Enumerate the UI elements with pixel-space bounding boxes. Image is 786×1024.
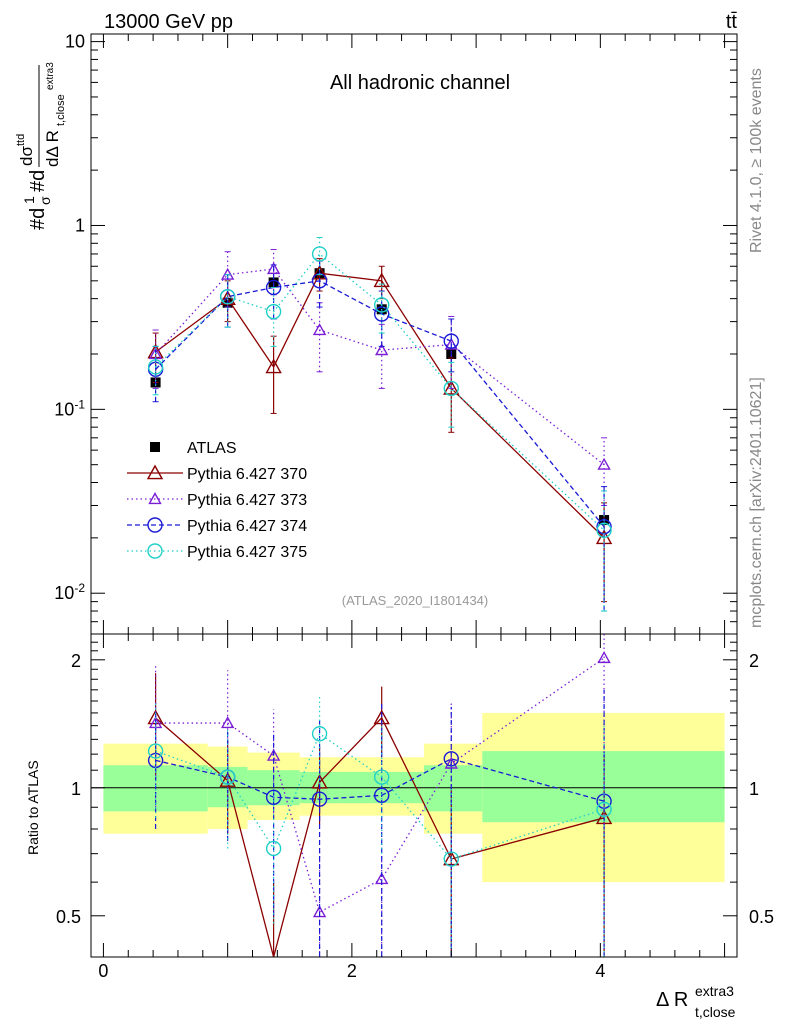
main-data-point [443, 333, 459, 349]
x-tick-label: 2 [347, 961, 357, 981]
x-tick-label: 0 [98, 961, 108, 981]
ratio-data-point [219, 769, 236, 785]
svg-text:σ: σ [37, 196, 53, 205]
ratio-band-green [482, 751, 725, 823]
legend-label: ATLAS [187, 440, 237, 457]
svg-text:t,close: t,close [695, 1004, 736, 1020]
legend-marker [147, 543, 163, 559]
ratio-data-point [219, 772, 236, 787]
main-series-line [155, 280, 605, 528]
ratio-plot-frame [90, 633, 738, 958]
main-data-point [443, 379, 460, 395]
svg-text:extra3: extra3 [695, 983, 734, 999]
ratio-data-point [311, 726, 328, 742]
analysis-tag: (ATLAS_2020_I1801434) [342, 593, 488, 608]
main-data-point [443, 380, 459, 397]
ratio-y-tick-label-left: 1 [71, 779, 81, 799]
legend: ATLAS Pythia 6.427 370 Pythia 6.427 373 Pyt… [127, 440, 307, 561]
legend-label: Pythia 6.427 374 [187, 518, 307, 535]
ratio-data-point [311, 791, 328, 807]
ratio-y-tick-label-left: 0.5 [56, 907, 81, 927]
svg-text:dσ: dσ [17, 146, 36, 166]
ratio-y-tick-label-right: 2 [749, 651, 759, 671]
main-data-point [374, 297, 390, 313]
ratio-y-tick-label-right: 1 [749, 779, 759, 799]
main-y-tick-label: 10-2 [54, 581, 85, 603]
svg-text:#d: #d [27, 170, 49, 192]
legend-marker [147, 517, 163, 533]
series-pythia-6-427-375 [147, 237, 612, 957]
ratio-band-green [423, 765, 483, 812]
main-y-tick-label: 10-1 [54, 397, 85, 419]
ratio-y-tick-label-left: 2 [71, 651, 81, 671]
ratio-data-point [374, 769, 390, 785]
main-data-point [265, 358, 282, 374]
main-data-point [596, 522, 612, 538]
legend-marker [150, 442, 160, 452]
svg-text:extra3: extra3 [45, 62, 56, 90]
x-axis-label: Δ R extra3 t,close [656, 983, 736, 1020]
x-tick-label: 4 [595, 961, 605, 981]
ratio-data-point [443, 851, 459, 867]
main-data-point [312, 323, 327, 336]
main-ylabel: #d 1 σ #d dσ ttd dΔ R t,close extra3 [15, 62, 67, 230]
main-data-point [265, 279, 282, 296]
ratio-series-line [155, 732, 605, 860]
ratio-series [147, 694, 612, 957]
legend-label: Pythia 6.427 370 [187, 466, 307, 483]
ratio-data-point [220, 716, 235, 729]
ratio-data-point [597, 651, 611, 664]
main-data-point [219, 288, 236, 305]
main-data-point [147, 359, 164, 375]
main-y-tick-label: 10 [65, 32, 85, 52]
ratio-data-point [265, 840, 282, 857]
main-data-point [597, 457, 611, 470]
main-data-point [266, 262, 281, 275]
main-data-point [375, 343, 389, 356]
svg-text:1: 1 [21, 196, 37, 204]
ratio-uncertainty-bands [91, 712, 737, 883]
ratio-data-point [443, 751, 459, 767]
main-data-point [265, 303, 282, 320]
header-process-label: tt̄ [726, 11, 738, 33]
main-series-line [155, 253, 605, 531]
svg-text:#d: #d [27, 208, 49, 230]
ratio-data-point [147, 743, 164, 759]
ratio-y-tick-label-right: 0.5 [749, 907, 774, 927]
main-data-point [373, 272, 390, 288]
svg-text:dΔ R: dΔ R [43, 130, 62, 167]
main-y-tick-label: 1 [75, 215, 85, 235]
rivet-version-text: Rivet 4.1.0, ≥ 100k events [748, 68, 765, 253]
svg-text:ttd: ttd [15, 134, 27, 146]
ratio-data-point [374, 787, 390, 804]
plot-title: All hadronic channel [330, 72, 510, 94]
ratio-series-line [155, 657, 605, 914]
svg-text:t,close: t,close [55, 94, 67, 126]
legend-label: Pythia 6.427 373 [187, 492, 307, 509]
ratio-data-point [265, 789, 282, 805]
mcplots-credit-text: mcplots.cern.ch [arXiv:2401.10621] [748, 377, 765, 628]
legend-marker [146, 464, 164, 480]
legend-marker [148, 492, 162, 505]
main-data-point [374, 306, 390, 322]
ratio-ylabel: Ratio to ATLAS [25, 760, 41, 855]
header-energy-label: 13000 GeV pp [104, 11, 233, 33]
svg-text:Δ R: Δ R [656, 989, 688, 1011]
legend-label: Pythia 6.427 375 [187, 544, 307, 561]
main-data-point [311, 246, 328, 262]
ratio-data-point [596, 801, 612, 818]
